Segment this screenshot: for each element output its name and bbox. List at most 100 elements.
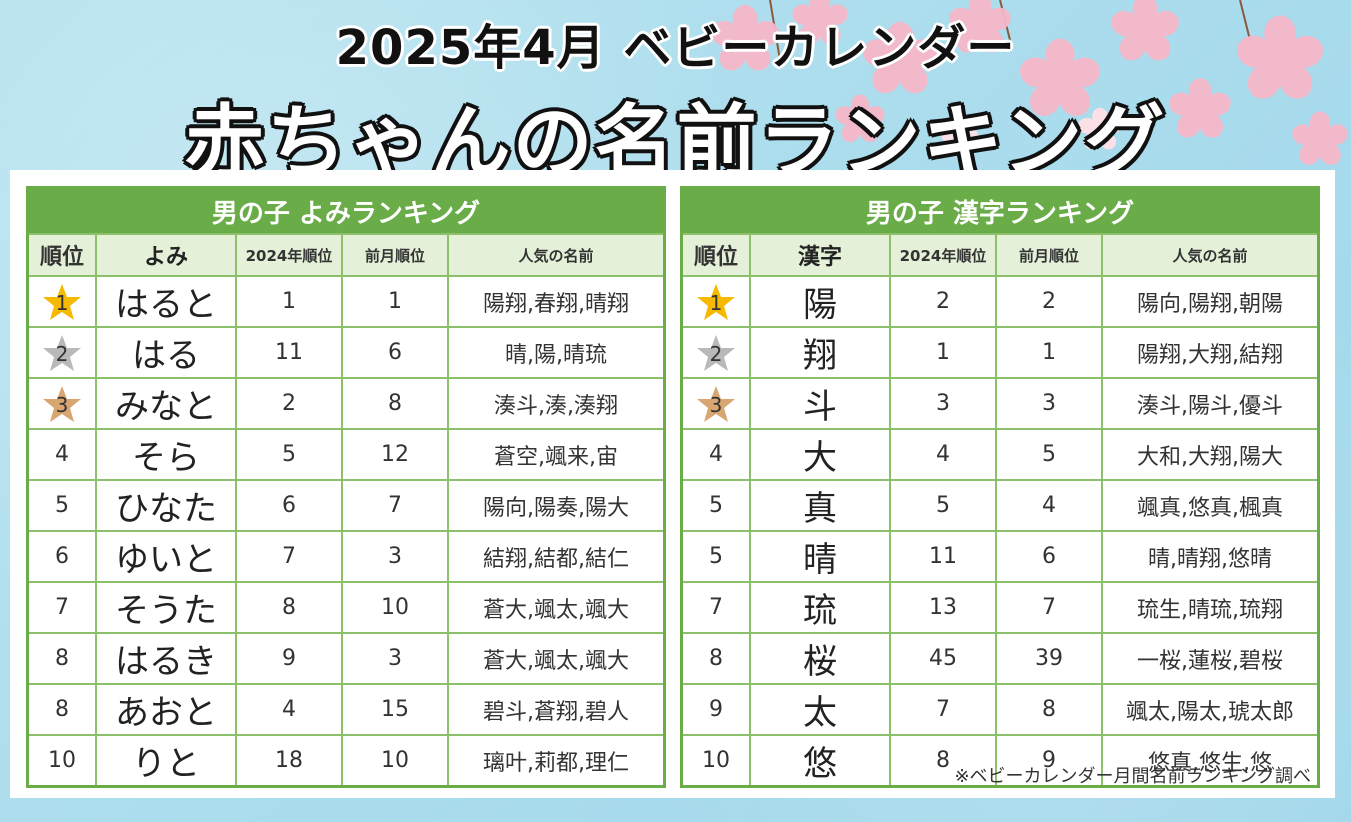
rank-2024-cell: 5 [235, 428, 343, 481]
rank-cell: 7 [26, 581, 97, 634]
name-cell: りと [95, 734, 237, 788]
rank-cell: 3 [26, 377, 97, 430]
name-cell: 晴 [749, 530, 891, 583]
popular-names-cell: 湊斗,陽斗,優斗 [1101, 377, 1320, 430]
table-row: 1 陽 2 2 陽向,陽翔,朝陽 [680, 275, 1320, 328]
table-row: 5 晴 11 6 晴,晴翔,悠晴 [680, 530, 1320, 583]
column-header-kanji: 漢字 [749, 233, 891, 277]
previous-month-cell: 6 [341, 326, 449, 379]
headline-date-brand: 2025年4月 ベビーカレンダー [335, 20, 1016, 76]
table-row: 3 斗 3 3 湊斗,陽斗,優斗 [680, 377, 1320, 430]
table-row: 7 そうた 8 10 蒼大,颯太,颯大 [26, 581, 666, 634]
previous-month-cell: 7 [995, 581, 1103, 634]
table-row: 7 琉 13 7 琉生,晴琉,琉翔 [680, 581, 1320, 634]
rank-cell: 8 [680, 632, 751, 685]
popular-names-cell: 陽向,陽奏,陽大 [447, 479, 666, 532]
table-row: 2 はる 11 6 晴,陽,晴琉 [26, 326, 666, 379]
table-row: 8 桜 45 39 一桜,蓮桜,碧桜 [680, 632, 1320, 685]
name-cell: 斗 [749, 377, 891, 430]
column-header-rank: 順位 [26, 233, 97, 277]
popular-names-cell: 蒼空,颯来,宙 [447, 428, 666, 481]
rank-2024-cell: 7 [889, 683, 997, 736]
popular-names-cell: 悠真,悠生,悠 [1101, 734, 1320, 788]
popular-names-cell: 颯太,陽太,琥太郎 [1101, 683, 1320, 736]
popular-names-cell: 結翔,結都,結仁 [447, 530, 666, 583]
rank-2024-cell: 3 [889, 377, 997, 430]
name-cell: 真 [749, 479, 891, 532]
popular-names-cell: 琉生,晴琉,琉翔 [1101, 581, 1320, 634]
rank-2024-cell: 1 [889, 326, 997, 379]
rank-cell: 9 [680, 683, 751, 736]
rank-2024-cell: 4 [235, 683, 343, 736]
popular-names-cell: 陽翔,春翔,晴翔 [447, 275, 666, 328]
rank-2024-cell: 4 [889, 428, 997, 481]
rank-cell: 10 [680, 734, 751, 788]
table-row: 5 ひなた 6 7 陽向,陽奏,陽大 [26, 479, 666, 532]
previous-month-cell: 10 [341, 734, 449, 788]
popular-names-cell: 晴,晴翔,悠晴 [1101, 530, 1320, 583]
name-cell: みなと [95, 377, 237, 430]
table-row: 1 はると 1 1 陽翔,春翔,晴翔 [26, 275, 666, 328]
rank-2024-cell: 8 [889, 734, 997, 788]
popular-names-cell: 一桜,蓮桜,碧桜 [1101, 632, 1320, 685]
rank-cell: 10 [26, 734, 97, 788]
rank-cell: 1 [680, 275, 751, 328]
column-header-2024-rank: 2024年順位 [235, 233, 343, 277]
rank-2024-cell: 2 [235, 377, 343, 430]
bronze-star-icon: 3 [696, 385, 736, 423]
table-title: 男の子 漢字ランキング [681, 187, 1319, 234]
previous-month-cell: 4 [995, 479, 1103, 532]
popular-names-cell: 大和,大翔,陽大 [1101, 428, 1320, 481]
rank-2024-cell: 11 [889, 530, 997, 583]
name-cell: 翔 [749, 326, 891, 379]
rank-cell: 5 [680, 479, 751, 532]
previous-month-cell: 1 [341, 275, 449, 328]
rank-cell: 5 [26, 479, 97, 532]
column-header-popular-names: 人気の名前 [447, 233, 666, 277]
previous-month-cell: 1 [995, 326, 1103, 379]
name-cell: 大 [749, 428, 891, 481]
bronze-star-icon: 3 [42, 385, 82, 423]
gold-star-icon: 1 [42, 283, 82, 321]
table-row: 3 みなと 2 8 湊斗,湊,湊翔 [26, 377, 666, 430]
column-header-reading: よみ [95, 233, 237, 277]
rank-cell: 2 [26, 326, 97, 379]
name-cell: 悠 [749, 734, 891, 788]
rank-cell: 8 [26, 632, 97, 685]
rank-2024-cell: 8 [235, 581, 343, 634]
rank-cell: 4 [26, 428, 97, 481]
name-cell: 琉 [749, 581, 891, 634]
popular-names-cell: 璃叶,莉都,理仁 [447, 734, 666, 788]
table-row: 2 翔 1 1 陽翔,大翔,結翔 [680, 326, 1320, 379]
rank-2024-cell: 7 [235, 530, 343, 583]
footnote: ※ベビーカレンダー月間名前ランキング調べ [954, 766, 1311, 787]
rank-2024-cell: 18 [235, 734, 343, 788]
rank-number: 1 [55, 290, 69, 315]
popular-names-cell: 陽向,陽翔,朝陽 [1101, 275, 1320, 328]
column-header-previous-month: 前月順位 [995, 233, 1103, 277]
rank-number: 1 [709, 290, 723, 315]
rank-cell: 2 [680, 326, 751, 379]
previous-month-cell: 6 [995, 530, 1103, 583]
column-header-rank: 順位 [680, 233, 751, 277]
rank-2024-cell: 5 [889, 479, 997, 532]
previous-month-cell: 8 [341, 377, 449, 430]
rank-2024-cell: 6 [235, 479, 343, 532]
silver-star-icon: 2 [696, 334, 736, 372]
column-header-2024-rank: 2024年順位 [889, 233, 997, 277]
rank-number: 3 [709, 392, 723, 417]
rank-number: 2 [55, 341, 69, 366]
previous-month-cell: 3 [341, 632, 449, 685]
previous-month-cell: 7 [341, 479, 449, 532]
name-cell: あおと [95, 683, 237, 736]
popular-names-cell: 蒼大,颯太,颯大 [447, 632, 666, 685]
rank-cell: 1 [26, 275, 97, 328]
rank-cell: 7 [680, 581, 751, 634]
popular-names-cell: 蒼大,颯太,颯大 [447, 581, 666, 634]
name-cell: そら [95, 428, 237, 481]
popular-names-cell: 晴,陽,晴琉 [447, 326, 666, 379]
previous-month-cell: 3 [341, 530, 449, 583]
table-row: 10 悠 8 9 悠真,悠生,悠 [680, 734, 1320, 788]
name-cell: そうた [95, 581, 237, 634]
